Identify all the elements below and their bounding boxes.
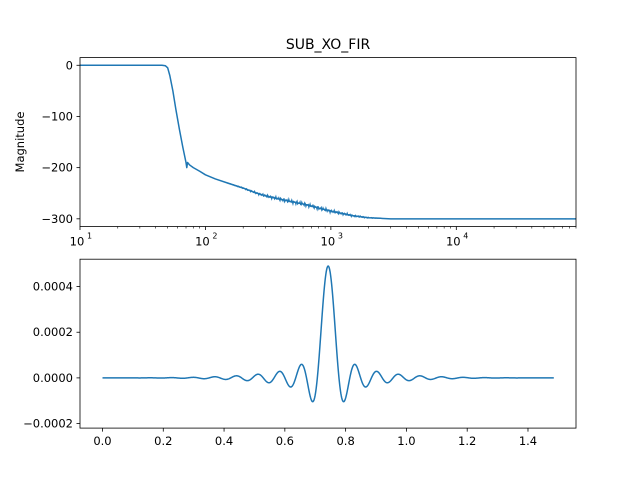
x-tick-exponent: 1 (87, 232, 92, 241)
impulse-content: 0.0004 0.0002 0.0000 −0.0002 0.0 0.2 0.4 0.6 0.8… (23, 265, 555, 448)
x-tick-label: 1.0 (397, 434, 415, 448)
impulse-plot: 0.0004 0.0002 0.0000 −0.0002 0.0 0.2 0.4 0.6 0.8… (23, 258, 577, 448)
x-tick-label: 0.8 (336, 434, 354, 448)
x-tick-label: 0.4 (215, 434, 233, 448)
y-tick-label: 0 (66, 58, 73, 72)
magnitude-axes-frame (79, 57, 577, 227)
y-tick-label: −0.0002 (23, 417, 73, 431)
x-tick-label: 0.0 (93, 434, 111, 448)
y-tick-label: −300 (41, 212, 73, 226)
x-tick-label: 10 (321, 235, 336, 249)
x-tick-label: 10 (195, 235, 210, 249)
y-tick-label: −100 (41, 109, 73, 123)
x-tick-exponent: 3 (338, 232, 343, 241)
impulse-axes-frame (79, 258, 577, 429)
x-tick-label: 1.4 (519, 434, 537, 448)
x-tick-label: 0.6 (276, 434, 294, 448)
x-tick-label: 10 (70, 235, 85, 249)
x-tick-label: 10 (446, 235, 461, 249)
magnitude-noise (227, 182, 381, 219)
chart-title: SUB_XO_FIR (286, 37, 371, 53)
x-tick-label: 1.2 (458, 434, 476, 448)
x-tick-label: 0.2 (154, 434, 172, 448)
y-tick-label: 0.0002 (33, 325, 73, 339)
x-tick-exponent: 4 (463, 232, 468, 241)
y-tick-label: 0.0004 (33, 280, 73, 294)
y-tick-label: 0.0000 (33, 371, 73, 385)
impulse-line (102, 265, 555, 403)
y-tick-label: −200 (41, 161, 73, 175)
x-tick-exponent: 2 (212, 232, 217, 241)
y-axis-label: Magnitude (13, 112, 27, 173)
